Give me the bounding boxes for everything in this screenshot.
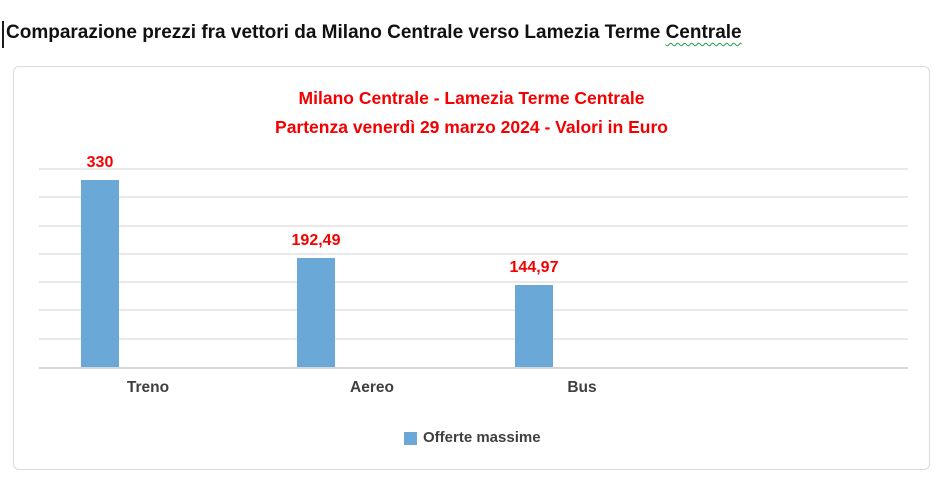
data-label-bus: 144,97 (509, 259, 559, 276)
text-cursor (2, 21, 4, 48)
gridline (39, 224, 908, 227)
bar-treno[interactable] (81, 180, 119, 367)
gridline (39, 168, 908, 170)
chart-title: Milano Centrale - Lamezia Terme Centrale… (14, 84, 929, 142)
document-title-flagged-word: Centrale (665, 22, 742, 43)
gridline (39, 281, 908, 284)
gridline (39, 337, 908, 340)
category-axis: Treno Aereo Bus (39, 379, 908, 401)
gridline (39, 252, 908, 255)
bar-aereo[interactable] (297, 258, 335, 367)
document-title-text: Comparazione prezzi fra vettori da Milan… (6, 22, 666, 43)
category-label-bus: Bus (567, 379, 597, 396)
gridline (39, 196, 908, 199)
chart-title-line2: Partenza venerdì 29 marzo 2024 - Valori … (275, 117, 668, 137)
plot-area: 330 192,49 144,97 (39, 154, 908, 369)
chart-object[interactable]: Milano Centrale - Lamezia Terme Centrale… (13, 66, 930, 470)
data-label-treno: 330 (86, 154, 114, 172)
chart-title-line1: Milano Centrale - Lamezia Terme Centrale (298, 88, 645, 108)
gridline (39, 309, 908, 312)
legend-label: Offerte massime (423, 429, 541, 446)
document-title[interactable]: Comparazione prezzi fra vettori da Milan… (6, 22, 742, 44)
legend: Offerte massime (404, 429, 541, 446)
category-label-treno: Treno (126, 379, 170, 396)
legend-swatch-icon (404, 432, 417, 445)
category-label-aereo: Aereo (350, 379, 394, 396)
bar-bus[interactable] (515, 285, 553, 367)
data-label-aereo: 192,49 (291, 232, 341, 250)
